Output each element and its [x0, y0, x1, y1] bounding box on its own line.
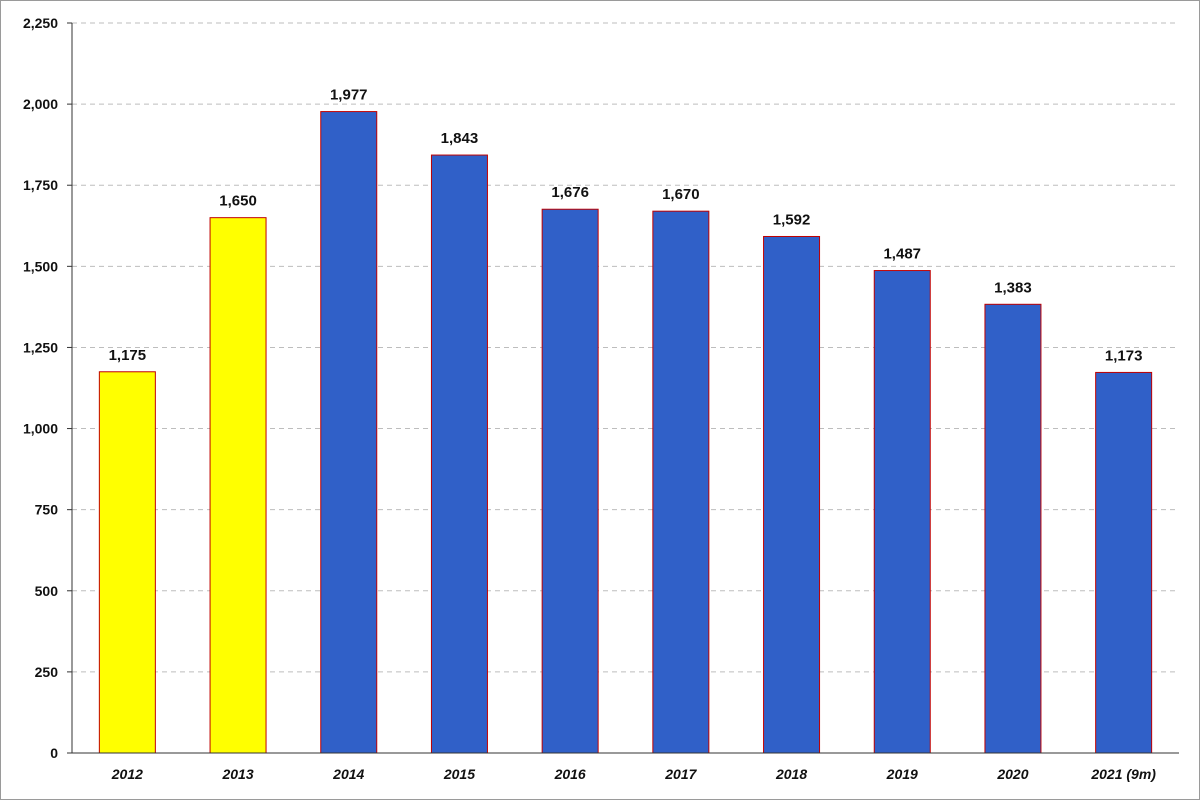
y-tick-label: 750 — [35, 502, 59, 518]
x-tick-label: 2012 — [111, 766, 143, 782]
data-label: 1,676 — [551, 184, 589, 201]
y-tick-label: 2,000 — [23, 96, 58, 112]
data-label: 1,592 — [773, 211, 811, 228]
bar-2014 — [320, 111, 378, 754]
data-label: 1,383 — [994, 279, 1032, 296]
y-tick-label: 2,250 — [23, 15, 58, 31]
y-tick-label: 1,250 — [23, 339, 58, 355]
data-label: 1,487 — [883, 246, 921, 263]
bar-2021-9m — [1095, 371, 1153, 754]
bar-2013 — [209, 217, 267, 754]
x-tick-label: 2013 — [221, 766, 253, 782]
x-tick-label: 2019 — [886, 766, 918, 782]
x-tick-label: 2018 — [775, 766, 807, 782]
bars — [98, 111, 1153, 754]
y-tick-label: 500 — [35, 583, 59, 599]
data-labels: 1,175 1,650 1,977 1,843 1,676 1,670 1,592 1,487… — [109, 87, 1143, 365]
y-tick-label: 0 — [50, 745, 58, 761]
data-label: 1,843 — [441, 130, 479, 147]
data-label: 1,175 — [109, 347, 147, 364]
x-tick-label: 2015 — [443, 766, 475, 782]
y-axis-tick-labels: 0 250 500 750 1,000 1,250 1,500 1,750 2,000 2,250 — [23, 15, 72, 761]
y-tick-label: 250 — [35, 664, 59, 680]
bar-2015 — [430, 154, 488, 754]
y-tick-label: 1,000 — [23, 421, 58, 437]
bar-2018 — [763, 235, 821, 754]
bar-2016 — [541, 208, 599, 754]
y-tick-label: 1,500 — [23, 258, 58, 274]
data-label: 1,977 — [330, 87, 368, 104]
bar-2020 — [984, 303, 1042, 754]
x-tick-label: 2020 — [996, 766, 1028, 782]
x-tick-label: 2014 — [332, 766, 364, 782]
x-axis-tick-labels: 2012 2013 2014 2015 2016 2017 2018 2019 2020 2021… — [111, 766, 1157, 782]
x-tick-label: 2016 — [554, 766, 586, 782]
bar-2017 — [652, 210, 710, 754]
data-label: 1,670 — [662, 186, 700, 203]
y-tick-label: 1,750 — [23, 177, 58, 193]
data-label: 1,173 — [1105, 347, 1143, 364]
x-tick-label: 2017 — [664, 766, 697, 782]
bar-2012 — [98, 371, 156, 754]
x-tick-label: 2021 (9m) — [1090, 766, 1156, 782]
bar-2019 — [873, 270, 931, 754]
data-label: 1,650 — [219, 193, 257, 210]
